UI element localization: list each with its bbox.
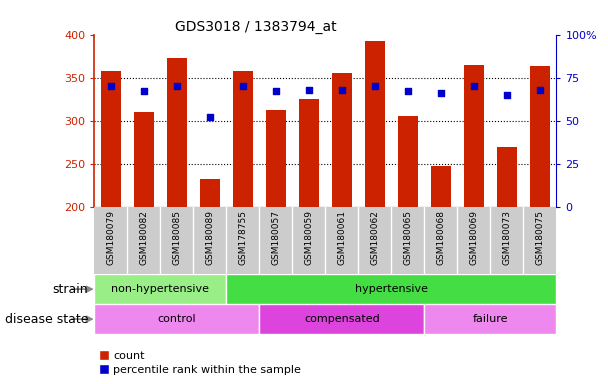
Bar xyxy=(424,304,556,334)
Point xyxy=(403,88,413,94)
Point xyxy=(337,87,347,93)
Point xyxy=(469,83,478,89)
Bar xyxy=(299,99,319,207)
Bar xyxy=(226,274,556,304)
Text: GSM180089: GSM180089 xyxy=(206,210,214,265)
Text: GSM180061: GSM180061 xyxy=(337,210,347,265)
Text: compensated: compensated xyxy=(304,314,379,324)
Point xyxy=(106,83,116,89)
Bar xyxy=(167,58,187,207)
Point xyxy=(370,83,379,89)
Point xyxy=(139,88,148,94)
Bar xyxy=(365,41,385,207)
Bar xyxy=(134,112,154,207)
Text: non-hypertensive: non-hypertensive xyxy=(111,284,209,294)
Text: GSM180059: GSM180059 xyxy=(304,210,313,265)
Bar xyxy=(94,274,226,304)
Text: GSM180085: GSM180085 xyxy=(172,210,181,265)
Point xyxy=(271,88,281,94)
Text: GSM180069: GSM180069 xyxy=(469,210,478,265)
Text: GSM180062: GSM180062 xyxy=(370,210,379,265)
Bar xyxy=(259,304,424,334)
Point xyxy=(205,114,215,121)
Text: GSM180075: GSM180075 xyxy=(535,210,544,265)
Bar xyxy=(332,73,351,207)
Bar xyxy=(101,71,120,207)
Bar xyxy=(200,179,219,207)
Legend: count, percentile rank within the sample: count, percentile rank within the sample xyxy=(100,351,301,375)
Text: GSM180082: GSM180082 xyxy=(139,210,148,265)
Point xyxy=(172,83,182,89)
Bar xyxy=(233,71,253,207)
Bar xyxy=(398,116,418,207)
Point xyxy=(238,83,247,89)
Text: GSM180073: GSM180073 xyxy=(502,210,511,265)
Point xyxy=(436,90,446,96)
Bar xyxy=(464,65,484,207)
Bar xyxy=(530,66,550,207)
Point xyxy=(304,87,314,93)
Text: GSM180079: GSM180079 xyxy=(106,210,116,265)
Bar xyxy=(266,109,286,207)
Text: GSM178755: GSM178755 xyxy=(238,210,247,265)
Text: hypertensive: hypertensive xyxy=(355,284,428,294)
Bar xyxy=(94,304,259,334)
Text: disease state: disease state xyxy=(5,313,88,326)
Bar xyxy=(431,166,451,207)
Title: GDS3018 / 1383794_at: GDS3018 / 1383794_at xyxy=(175,20,337,33)
Bar xyxy=(497,147,517,207)
Text: GSM180057: GSM180057 xyxy=(271,210,280,265)
Text: GSM180068: GSM180068 xyxy=(437,210,445,265)
Text: failure: failure xyxy=(472,314,508,324)
Text: control: control xyxy=(157,314,196,324)
Point xyxy=(535,87,545,93)
Point xyxy=(502,92,512,98)
Text: GSM180065: GSM180065 xyxy=(403,210,412,265)
Text: strain: strain xyxy=(52,283,88,296)
